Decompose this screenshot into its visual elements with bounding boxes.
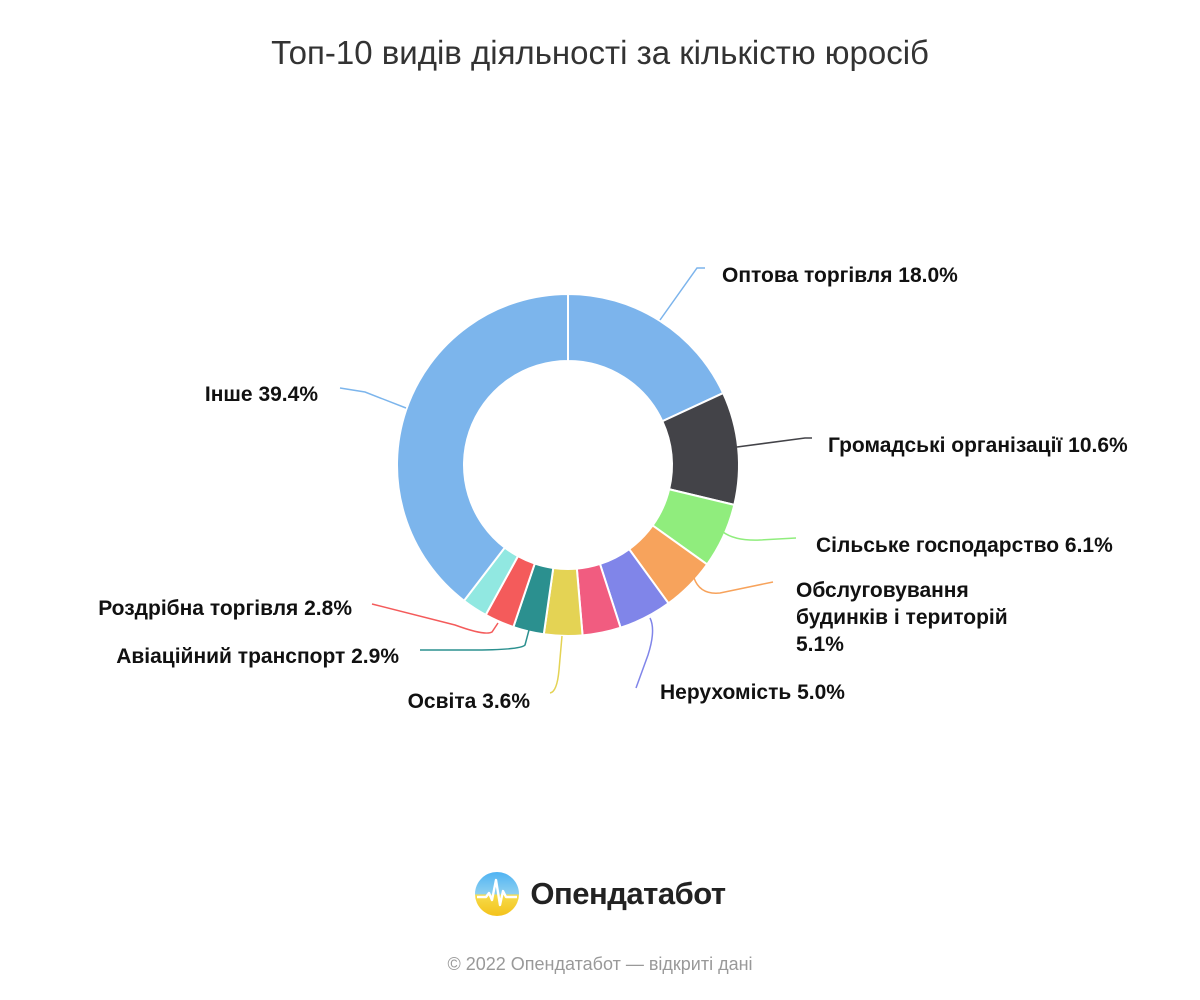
copyright-footer: © 2022 Опендатабот — відкриті дані bbox=[447, 954, 753, 974]
connector-1 bbox=[736, 437, 812, 448]
connector-10 bbox=[339, 387, 407, 409]
connector-4 bbox=[635, 617, 654, 689]
data-label-7: Авіаційний транспорт 2.9% bbox=[116, 645, 399, 668]
brand-logo: Опендатабот bbox=[0, 866, 1200, 922]
opendatabot-logo-icon bbox=[475, 872, 520, 916]
connector-2 bbox=[722, 531, 797, 541]
data-label-1: Громадські організації 10.6% bbox=[828, 434, 1128, 457]
connector-0 bbox=[659, 267, 705, 321]
connector-6 bbox=[549, 635, 563, 694]
data-label-8: Роздрібна торгівля 2.8% bbox=[98, 597, 352, 620]
brand-name: Опендатабот bbox=[530, 876, 726, 911]
slice-0[interactable] bbox=[567, 292, 725, 423]
chart-title: Топ-10 видів діяльності за кількістю юро… bbox=[271, 34, 929, 71]
connector-3 bbox=[693, 577, 774, 594]
connector-7 bbox=[420, 629, 530, 651]
data-label-3: Обслуговування будинків і територій 5.1% bbox=[796, 579, 1008, 656]
data-label-4: Нерухомість 5.0% bbox=[660, 681, 845, 704]
data-label-0: Оптова торгівля 18.0% bbox=[722, 264, 958, 287]
slice-10[interactable] bbox=[396, 292, 569, 603]
data-label-6: Освіта 3.6% bbox=[408, 690, 531, 713]
data-label-2: Сільське господарство 6.1% bbox=[816, 534, 1113, 557]
data-label-10: Інше 39.4% bbox=[205, 383, 318, 406]
connector-8 bbox=[371, 603, 499, 634]
